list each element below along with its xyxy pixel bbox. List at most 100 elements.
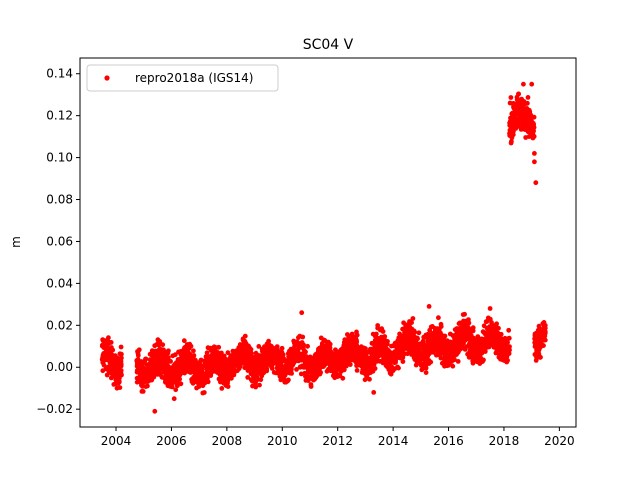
data-point bbox=[527, 109, 533, 115]
data-point bbox=[309, 357, 315, 363]
data-point bbox=[324, 368, 330, 374]
plot-frame bbox=[79, 57, 577, 428]
data-point bbox=[201, 371, 207, 376]
data-point bbox=[491, 335, 497, 341]
data-point bbox=[109, 365, 115, 370]
data-point bbox=[427, 327, 433, 333]
data-point bbox=[424, 350, 430, 356]
data-point bbox=[166, 377, 171, 383]
data-point bbox=[346, 335, 352, 340]
data-point bbox=[245, 360, 251, 366]
data-point bbox=[497, 338, 503, 344]
data-point bbox=[290, 356, 296, 362]
data-point bbox=[447, 347, 453, 352]
data-point bbox=[192, 370, 198, 376]
data-point bbox=[379, 326, 385, 332]
data-point bbox=[410, 316, 416, 321]
data-point bbox=[413, 344, 418, 350]
data-point bbox=[107, 359, 113, 365]
data-point bbox=[479, 358, 485, 363]
data-point bbox=[438, 332, 444, 337]
data-point bbox=[414, 335, 420, 341]
data-point bbox=[231, 370, 237, 376]
data-point bbox=[388, 364, 393, 369]
y-tick-label: 0.08 bbox=[46, 193, 73, 207]
data-point bbox=[212, 357, 218, 363]
data-point bbox=[481, 329, 487, 335]
data-point bbox=[178, 351, 184, 357]
data-point bbox=[171, 396, 177, 402]
data-point bbox=[320, 344, 326, 350]
data-point bbox=[473, 353, 478, 359]
data-point bbox=[140, 389, 146, 394]
data-point bbox=[467, 335, 473, 341]
data-point bbox=[425, 354, 430, 360]
data-point bbox=[499, 351, 505, 357]
data-point bbox=[516, 91, 521, 97]
data-point bbox=[226, 372, 231, 378]
data-point bbox=[410, 348, 415, 354]
data-point bbox=[196, 372, 202, 378]
data-point bbox=[359, 363, 364, 368]
data-point bbox=[343, 348, 349, 353]
data-point bbox=[266, 356, 272, 362]
data-point bbox=[239, 349, 245, 355]
data-point bbox=[178, 381, 184, 387]
data-point bbox=[281, 372, 287, 378]
data-point bbox=[454, 332, 459, 338]
y-tick-label: 0.00 bbox=[46, 360, 73, 374]
data-point bbox=[432, 333, 438, 339]
data-point bbox=[138, 364, 144, 369]
data-point bbox=[233, 362, 239, 368]
data-point bbox=[261, 359, 266, 364]
data-point bbox=[416, 330, 422, 336]
data-point bbox=[206, 360, 212, 366]
data-point bbox=[111, 368, 116, 374]
y-axis-label: m bbox=[9, 236, 23, 248]
data-point bbox=[254, 368, 260, 373]
data-point bbox=[409, 341, 415, 347]
data-point bbox=[325, 353, 330, 358]
data-point bbox=[487, 306, 493, 311]
data-point bbox=[150, 351, 156, 356]
data-point bbox=[419, 354, 425, 359]
data-point bbox=[428, 333, 433, 338]
data-point bbox=[232, 349, 238, 355]
data-point bbox=[202, 358, 207, 364]
data-point bbox=[175, 376, 181, 382]
data-point bbox=[184, 359, 190, 365]
data-point bbox=[143, 384, 149, 389]
data-point bbox=[308, 384, 314, 389]
data-point bbox=[265, 350, 271, 356]
data-point bbox=[319, 349, 325, 355]
data-point bbox=[213, 350, 219, 356]
data-point bbox=[318, 354, 323, 360]
data-point bbox=[404, 346, 409, 351]
data-point bbox=[532, 159, 537, 165]
data-point bbox=[305, 343, 310, 349]
legend: repro2018a (IGS14) bbox=[86, 64, 279, 92]
data-point bbox=[219, 353, 225, 359]
data-point bbox=[201, 376, 207, 382]
data-point bbox=[160, 357, 166, 363]
data-point bbox=[455, 359, 461, 364]
data-point bbox=[326, 339, 331, 345]
data-point bbox=[322, 338, 328, 343]
data-point bbox=[269, 366, 275, 371]
data-point bbox=[459, 340, 465, 346]
data-point bbox=[526, 119, 532, 125]
data-point bbox=[298, 371, 304, 377]
data-point bbox=[249, 378, 255, 384]
data-point bbox=[486, 331, 492, 336]
data-point bbox=[374, 357, 380, 363]
data-point bbox=[340, 375, 346, 381]
data-point bbox=[430, 324, 435, 329]
x-tick-label: 2016 bbox=[433, 434, 464, 448]
data-point bbox=[542, 337, 547, 343]
data-point bbox=[108, 340, 114, 345]
data-point bbox=[493, 350, 499, 356]
data-point bbox=[542, 330, 548, 336]
data-point bbox=[117, 369, 122, 375]
data-point bbox=[247, 355, 252, 360]
data-point bbox=[256, 344, 262, 349]
